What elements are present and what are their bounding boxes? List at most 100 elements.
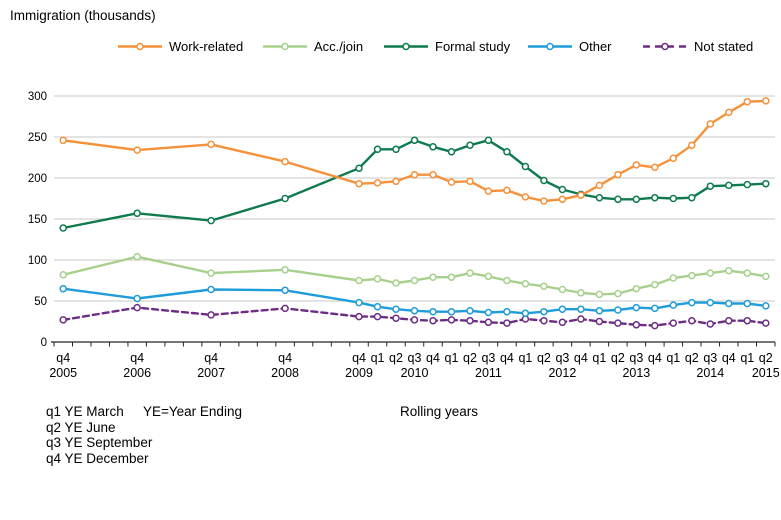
data-point-marker-work-related [743, 97, 752, 106]
data-point-marker-work-related [466, 177, 474, 186]
data-point-marker-other [410, 307, 419, 315]
data-point-marker-not-stated [207, 311, 215, 319]
x-axis-year-label: 2010 [401, 366, 429, 380]
data-point-marker-work-related [59, 136, 67, 145]
data-point-marker-other [595, 307, 604, 315]
data-point-marker-acc-join [540, 282, 548, 290]
data-point-marker-work-related [558, 195, 567, 204]
data-point-marker-not-stated [355, 312, 363, 321]
data-point-marker-formal-study [669, 194, 678, 203]
x-axis-year-label: 2012 [548, 366, 576, 380]
legend-item-work-related: Work-related [117, 39, 243, 54]
legend-swatch-line-icon [118, 42, 162, 50]
data-point-marker-other [577, 305, 585, 313]
legend-swatch-line-icon [528, 42, 572, 50]
data-point-marker-work-related [651, 163, 659, 172]
data-point-marker-other [484, 308, 493, 317]
data-point-marker-formal-study [651, 193, 659, 202]
data-point-marker-work-related [706, 120, 715, 128]
data-point-marker-acc-join [466, 269, 474, 277]
x-axis-quarter-label: q1 [740, 351, 754, 365]
x-axis-year-label: 2005 [49, 366, 77, 380]
data-point-marker-work-related [207, 140, 215, 149]
legend-swatch-line-icon [384, 42, 428, 50]
data-point-marker-other [429, 307, 437, 316]
y-axis-tick-label: 150 [28, 214, 47, 226]
x-axis-year-label: 2013 [622, 366, 650, 380]
data-point-marker-not-stated [392, 314, 400, 322]
data-point-marker-other [651, 304, 659, 313]
data-point-marker-acc-join [392, 279, 400, 287]
plot-area: 0 50 100 150 200 250 300 q4 q4 q4 q4 q4 q1 q2 q3 q4 q1 q2… [28, 91, 780, 380]
data-point-marker-formal-study [762, 179, 770, 188]
data-point-marker-formal-study [614, 195, 622, 204]
data-point-marker-not-stated [281, 304, 289, 313]
x-axis-quarter-label: q4 [278, 351, 292, 365]
data-point-marker-formal-study [133, 209, 141, 218]
x-axis [51, 341, 776, 347]
footnote-line-q2: q2 YE June [46, 419, 116, 435]
x-axis-year-label: 2014 [696, 366, 724, 380]
legend: Work-related Acc./join Formal study Other No… [0, 39, 781, 55]
footnote-line-q3: q3 YE September [46, 435, 153, 450]
data-point-marker-not-stated [503, 319, 511, 327]
data-point-marker-acc-join [558, 285, 567, 294]
data-point-marker-other [743, 299, 752, 308]
data-point-marker-formal-study [725, 181, 733, 190]
data-point-marker-work-related [632, 161, 641, 169]
data-point-marker-other [207, 285, 215, 294]
data-point-marker-work-related [484, 187, 493, 195]
data-point-marker-not-stated [669, 319, 678, 327]
data-point-marker-acc-join [743, 269, 752, 277]
data-point-marker-acc-join [281, 266, 289, 274]
data-point-marker-acc-join [484, 272, 493, 281]
data-point-marker-acc-join [595, 290, 604, 299]
data-point-marker-acc-join [503, 276, 511, 285]
y-axis-tick-label: 200 [28, 173, 47, 185]
x-axis-year-label: 2007 [197, 366, 225, 380]
legend-item-acc-join: Acc./join [262, 39, 363, 54]
data-point-marker-acc-join [355, 276, 363, 285]
data-point-marker-other [59, 284, 67, 293]
data-point-marker-not-stated [540, 316, 548, 325]
data-point-marker-work-related [133, 146, 141, 154]
data-point-marker-work-related [503, 186, 511, 195]
data-point-marker-acc-join [632, 284, 641, 293]
legend-item-not-stated: Not stated [642, 39, 753, 54]
data-point-marker-work-related [281, 157, 289, 166]
x-axis-quarter-label: q1 [445, 351, 459, 365]
data-point-marker-formal-study [392, 145, 400, 154]
y-axis-tick-label: 250 [28, 132, 47, 144]
data-point-marker-work-related [614, 170, 622, 179]
data-point-marker-formal-study [503, 148, 511, 156]
data-point-marker-formal-study [688, 193, 696, 202]
x-axis-quarter-label: q4 [56, 351, 70, 365]
data-point-marker-formal-study [632, 195, 641, 204]
data-point-marker-work-related [595, 181, 604, 190]
data-point-marker-acc-join [447, 273, 456, 281]
chart-title: Immigration (thousands) [10, 8, 156, 23]
x-axis-quarter-label: q4 [722, 351, 736, 365]
footnote-line-q1: q1 YE March [46, 404, 124, 419]
x-axis-quarter-label: q1 [666, 351, 680, 365]
x-axis-quarter-label: q3 [629, 351, 643, 365]
data-point-marker-work-related [410, 170, 419, 179]
data-point-marker-other [466, 307, 474, 315]
footnotes: q1 YE March q2 YE June q3 YE September q… [46, 404, 152, 466]
data-point-marker-other [447, 307, 456, 316]
series-line-work-related [62, 99, 767, 203]
x-axis-quarter-label: q2 [537, 351, 551, 365]
year-ending-note: YE=Year Ending [143, 404, 242, 419]
series-work-related [59, 97, 770, 205]
data-point-marker-formal-study [207, 216, 215, 225]
data-point-marker-other [614, 306, 622, 314]
data-point-marker-other [669, 301, 678, 309]
data-point-marker-other [355, 298, 363, 307]
series-other [59, 284, 770, 318]
data-point-marker-acc-join [651, 280, 659, 289]
data-point-marker-work-related [392, 177, 400, 186]
data-point-marker-work-related [447, 178, 456, 186]
data-point-marker-acc-join [410, 276, 419, 285]
data-point-marker-other [762, 302, 770, 310]
data-point-marker-other [725, 299, 733, 308]
